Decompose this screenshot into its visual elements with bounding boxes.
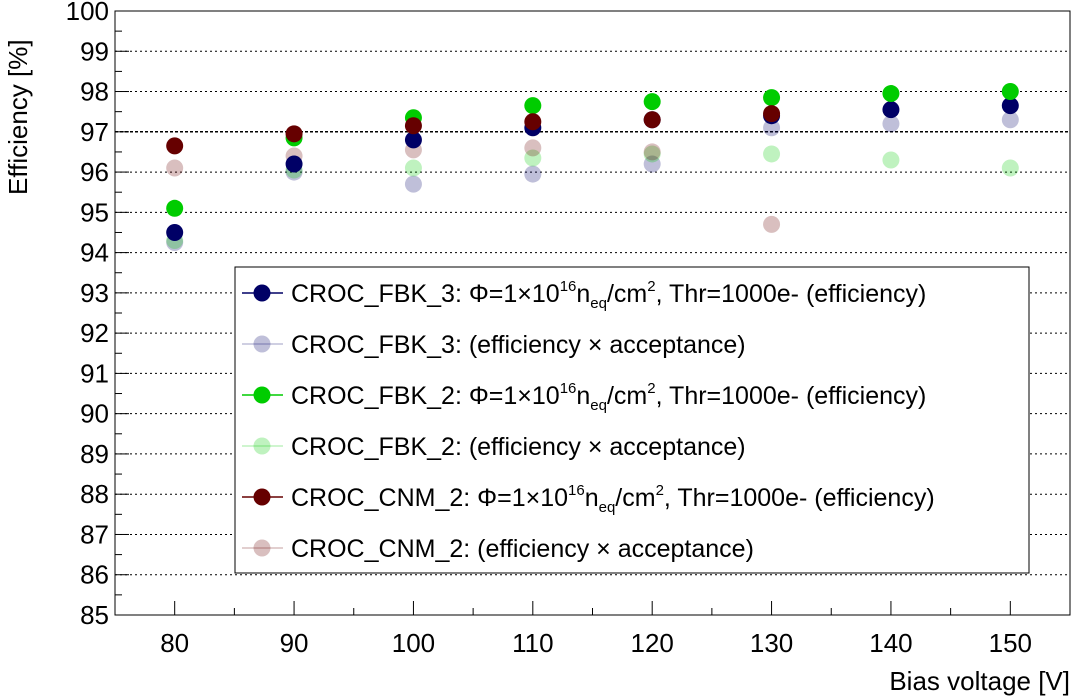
data-point (643, 145, 661, 163)
y-tick-label: 100 (66, 0, 109, 26)
data-point (763, 105, 781, 123)
legend-box (234, 266, 1030, 574)
y-tick-label: 87 (80, 519, 109, 549)
legend: CROC_FBK_3: Φ=1×1016neq/cm2, Thr=1000e- … (234, 266, 1030, 574)
y-tick-label: 94 (80, 238, 109, 268)
y-tick-label: 90 (80, 399, 109, 429)
legend-label: CROC_FBK_2: (efficiency × acceptance) (291, 433, 746, 461)
data-point (643, 93, 661, 111)
data-point (166, 223, 184, 241)
legend-marker (253, 488, 271, 506)
legend-label: CROC_FBK_3: (efficiency × acceptance) (291, 331, 746, 359)
y-tick-label: 98 (80, 77, 109, 107)
data-point (524, 113, 542, 131)
legend-marker (253, 335, 271, 353)
data-point (763, 89, 781, 107)
axes-layer: 85 86 87 88 89 90 91 92 93 94 95 96 97 98 99 100 80 90 100… (66, 0, 1071, 658)
data-point (882, 85, 900, 103)
data-point (524, 165, 542, 183)
data-point (882, 101, 900, 119)
data-point (166, 159, 184, 177)
y-axis-title: Efficiency [%] (3, 39, 33, 195)
data-point (166, 199, 184, 217)
data-point (1001, 97, 1019, 115)
data-point (763, 145, 781, 163)
legend-marker (253, 386, 271, 404)
x-tick-label: 90 (280, 628, 309, 658)
y-tick-label: 97 (80, 117, 109, 147)
y-tick-label: 88 (80, 479, 109, 509)
data-point (1001, 111, 1019, 129)
points-layer (166, 83, 1019, 252)
data-point (882, 151, 900, 169)
y-tick-label: 93 (80, 278, 109, 308)
data-point (404, 131, 422, 149)
x-tick-label: 140 (869, 628, 912, 658)
x-tick-label: 120 (630, 628, 673, 658)
data-point (882, 115, 900, 133)
data-point (524, 139, 542, 157)
y-tick-label: 99 (80, 36, 109, 66)
legend-marker (253, 284, 271, 302)
data-point (404, 117, 422, 135)
y-tick-label: 96 (80, 157, 109, 187)
data-point (524, 97, 542, 115)
legend-marker (253, 539, 271, 557)
y-tick-label: 89 (80, 439, 109, 469)
data-point (643, 143, 661, 161)
y-tick-label: 86 (80, 560, 109, 590)
data-point (166, 137, 184, 155)
legend-label: CROC_CNM_2: Φ=1×1016neq/cm2, Thr=1000e- … (291, 482, 935, 516)
data-point (404, 175, 422, 193)
data-point (285, 125, 303, 143)
data-point (643, 155, 661, 173)
y-tick-label: 95 (80, 197, 109, 227)
data-point (643, 111, 661, 129)
data-point (524, 149, 542, 167)
data-point (1001, 83, 1019, 101)
data-point (404, 159, 422, 177)
legend-marker (253, 437, 271, 455)
x-tick-label: 110 (512, 628, 553, 658)
x-tick-label: 100 (392, 628, 435, 658)
y-tick-label: 85 (80, 600, 109, 630)
data-point (1001, 159, 1019, 177)
legend-label: CROC_FBK_2: Φ=1×1016neq/cm2, Thr=1000e- … (291, 380, 926, 414)
x-tick-label: 130 (750, 628, 793, 658)
x-tick-label: 150 (989, 628, 1032, 658)
legend-label: CROC_CNM_2: (efficiency × acceptance) (291, 535, 754, 563)
x-axis-title: Bias voltage [V] (889, 666, 1070, 696)
y-tick-label: 91 (80, 358, 109, 388)
legend-label: CROC_FBK_3: Φ=1×1016neq/cm2, Thr=1000e- … (291, 278, 926, 312)
data-point (763, 119, 781, 137)
data-point (763, 215, 781, 233)
x-tick-label: 80 (160, 628, 189, 658)
data-point (285, 155, 303, 173)
y-tick-label: 92 (80, 318, 109, 348)
